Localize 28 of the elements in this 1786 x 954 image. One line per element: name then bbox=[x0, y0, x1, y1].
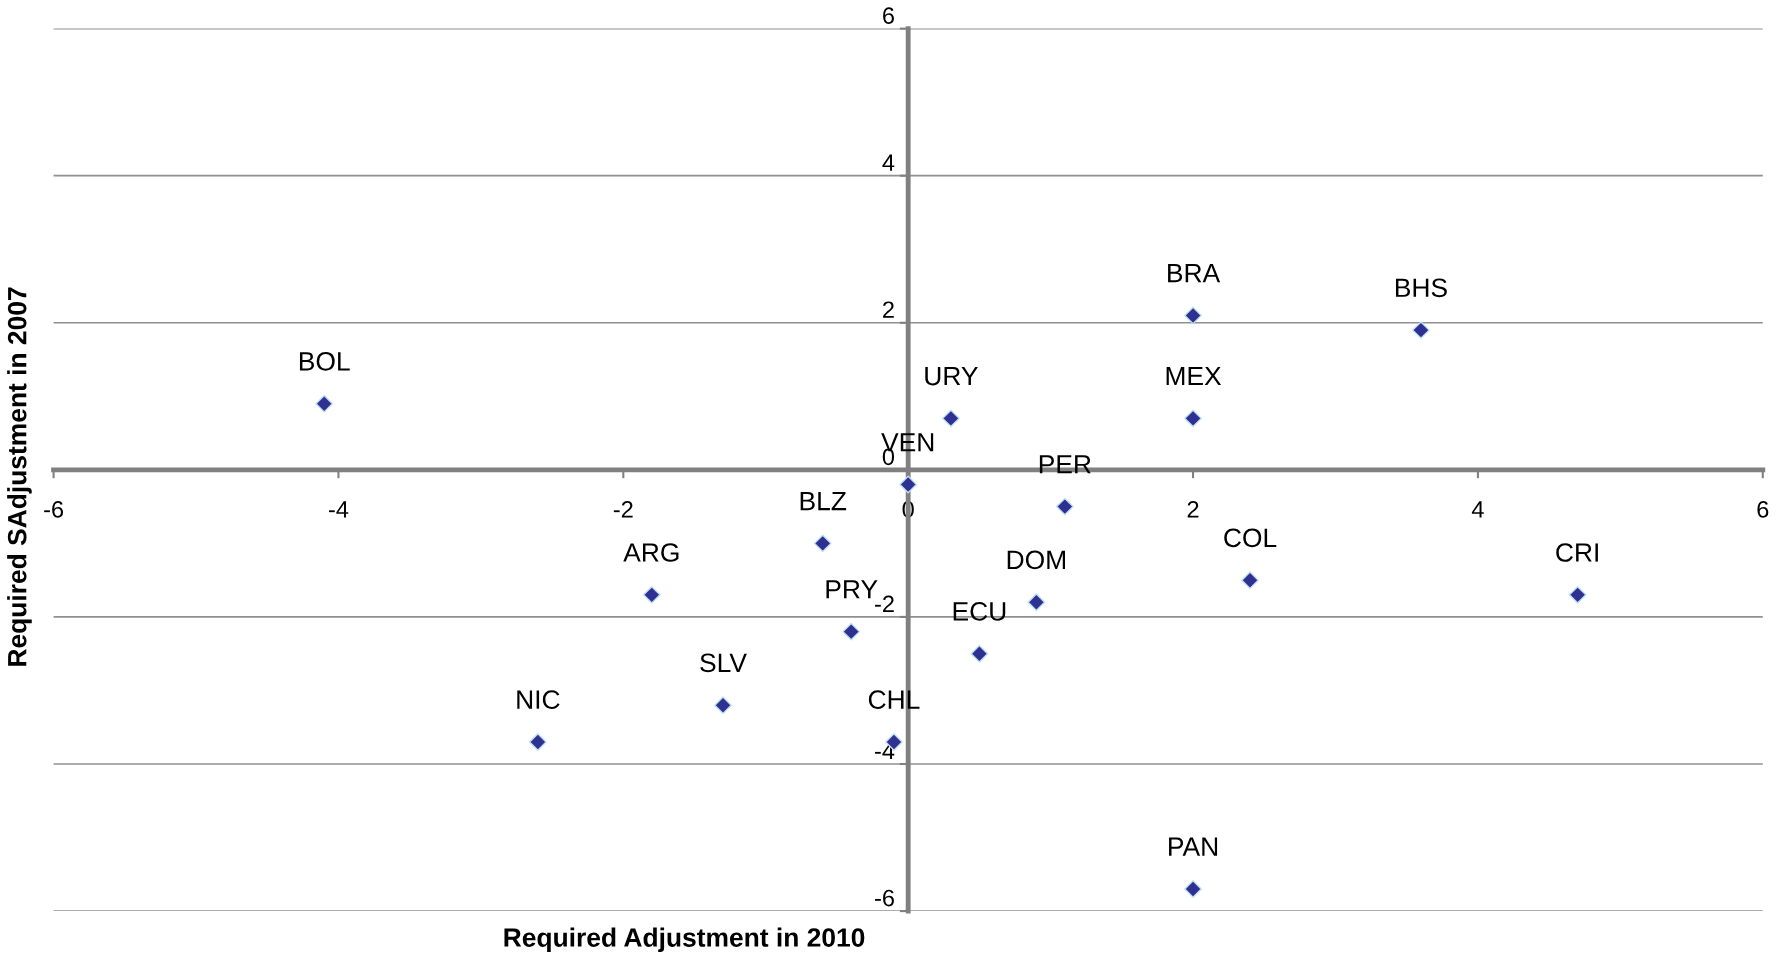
annotation: COL bbox=[1224, 528, 1277, 548]
x-tick-label: 4 bbox=[1471, 501, 1484, 518]
x-tick-label: -4 bbox=[329, 501, 349, 518]
annotation: CHL bbox=[868, 690, 920, 709]
annotation: ECU bbox=[953, 602, 1006, 621]
annotation: SLV bbox=[700, 653, 747, 673]
x-tick-label: -2 bbox=[613, 501, 633, 518]
annotation: MEX bbox=[1166, 366, 1222, 386]
annotation: PAN bbox=[1169, 837, 1218, 856]
x-tick-label: 2 bbox=[1187, 501, 1199, 518]
annotation: BRA bbox=[1168, 264, 1221, 283]
annotation: DOM bbox=[1007, 550, 1065, 570]
x-axis-title: Required Adjustment in 2010 bbox=[504, 927, 865, 953]
x-tick-label: 6 bbox=[1757, 501, 1769, 518]
annotation: CRI bbox=[1556, 543, 1598, 562]
annotation: BOL bbox=[299, 351, 350, 371]
annotation: ARG bbox=[623, 543, 679, 562]
y-tick-label: 2 bbox=[883, 301, 894, 318]
x-tick-label: -6 bbox=[44, 501, 64, 518]
y-tick-label: -6 bbox=[875, 889, 894, 907]
y-tick-label: 4 bbox=[882, 154, 895, 171]
y-tick-label: 6 bbox=[883, 7, 894, 24]
y-axis-title: Required SAdjustment in 2007 bbox=[7, 287, 32, 666]
annotation: NIC bbox=[517, 690, 560, 709]
annotation: URY bbox=[925, 366, 978, 386]
annotation: BLZ bbox=[800, 491, 847, 511]
annotation: BHS bbox=[1395, 278, 1447, 298]
annotation: PER bbox=[1039, 455, 1091, 474]
